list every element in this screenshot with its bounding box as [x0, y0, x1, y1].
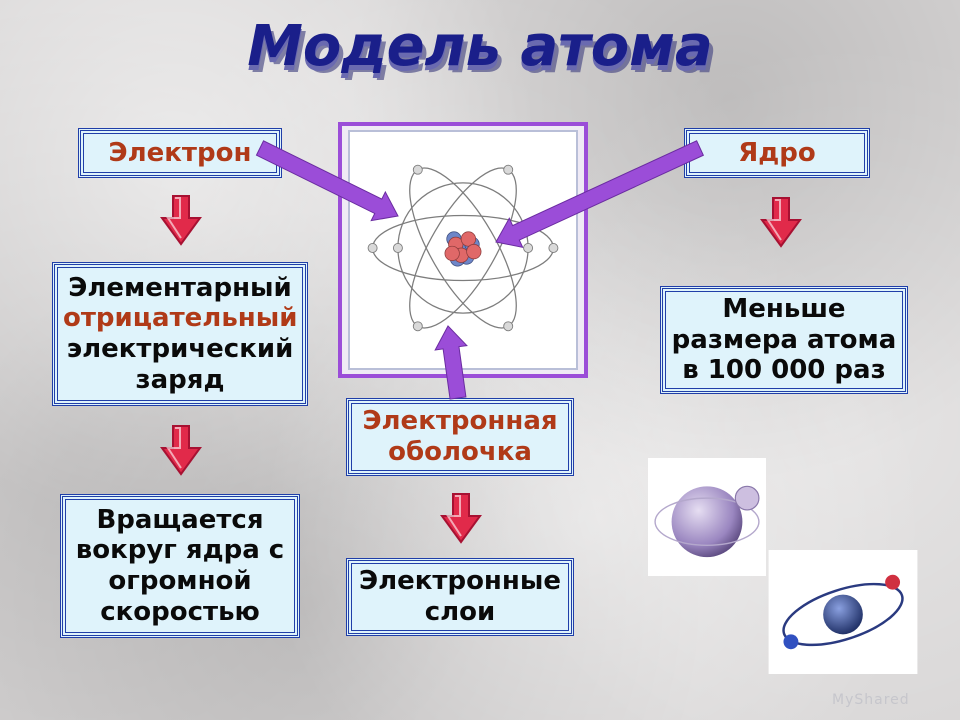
box-electron_desc: Элементарныйотрицательныйэлектрическийза…	[52, 262, 308, 406]
flow-arrow-icon	[440, 492, 482, 544]
flow-arrow-icon	[760, 196, 802, 248]
mini-atom-icon	[648, 458, 766, 576]
callout-arrow-icon	[476, 128, 720, 262]
page-title: Модель атома Модель атома	[0, 14, 960, 79]
box-electron_rotates: Вращаетсявокруг ядра согромнойскоростью	[60, 494, 300, 638]
title-text: Модель атома	[247, 14, 713, 79]
callout-arrow-icon	[428, 306, 478, 418]
box-nucleus_size-line: размера атома	[671, 325, 897, 356]
box-shell_layers-line: Электронные	[357, 566, 563, 597]
flow-arrow-icon	[160, 424, 202, 476]
box-shell_layers-line: слои	[357, 597, 563, 628]
box-electron_desc-line: Элементарный	[63, 273, 297, 304]
box-electron_desc-line: электрический	[63, 334, 297, 365]
box-electron_desc-line: заряд	[63, 365, 297, 396]
box-nucleus_size-line: в 100 000 раз	[671, 355, 897, 386]
box-nucleus_size-line: Меньше	[671, 294, 897, 325]
box-electron_rotates-line: скоростью	[71, 597, 289, 628]
callout-arrow-icon	[240, 128, 418, 236]
box-electron_rotates-line: вокруг ядра с	[71, 535, 289, 566]
watermark: MyShared	[832, 692, 910, 708]
box-shell_label-line: оболочка	[357, 437, 563, 468]
box-nucleus_size: Меньшеразмера атомав 100 000 раз	[660, 286, 908, 394]
box-electron_rotates-line: огромной	[71, 566, 289, 597]
box-shell_layers: Электронныеслои	[346, 558, 574, 636]
flow-arrow-icon	[160, 194, 202, 246]
mini-atom-icon	[768, 550, 918, 674]
box-electron_desc-line: отрицательный	[63, 303, 297, 334]
box-electron_rotates-line: Вращается	[71, 505, 289, 536]
